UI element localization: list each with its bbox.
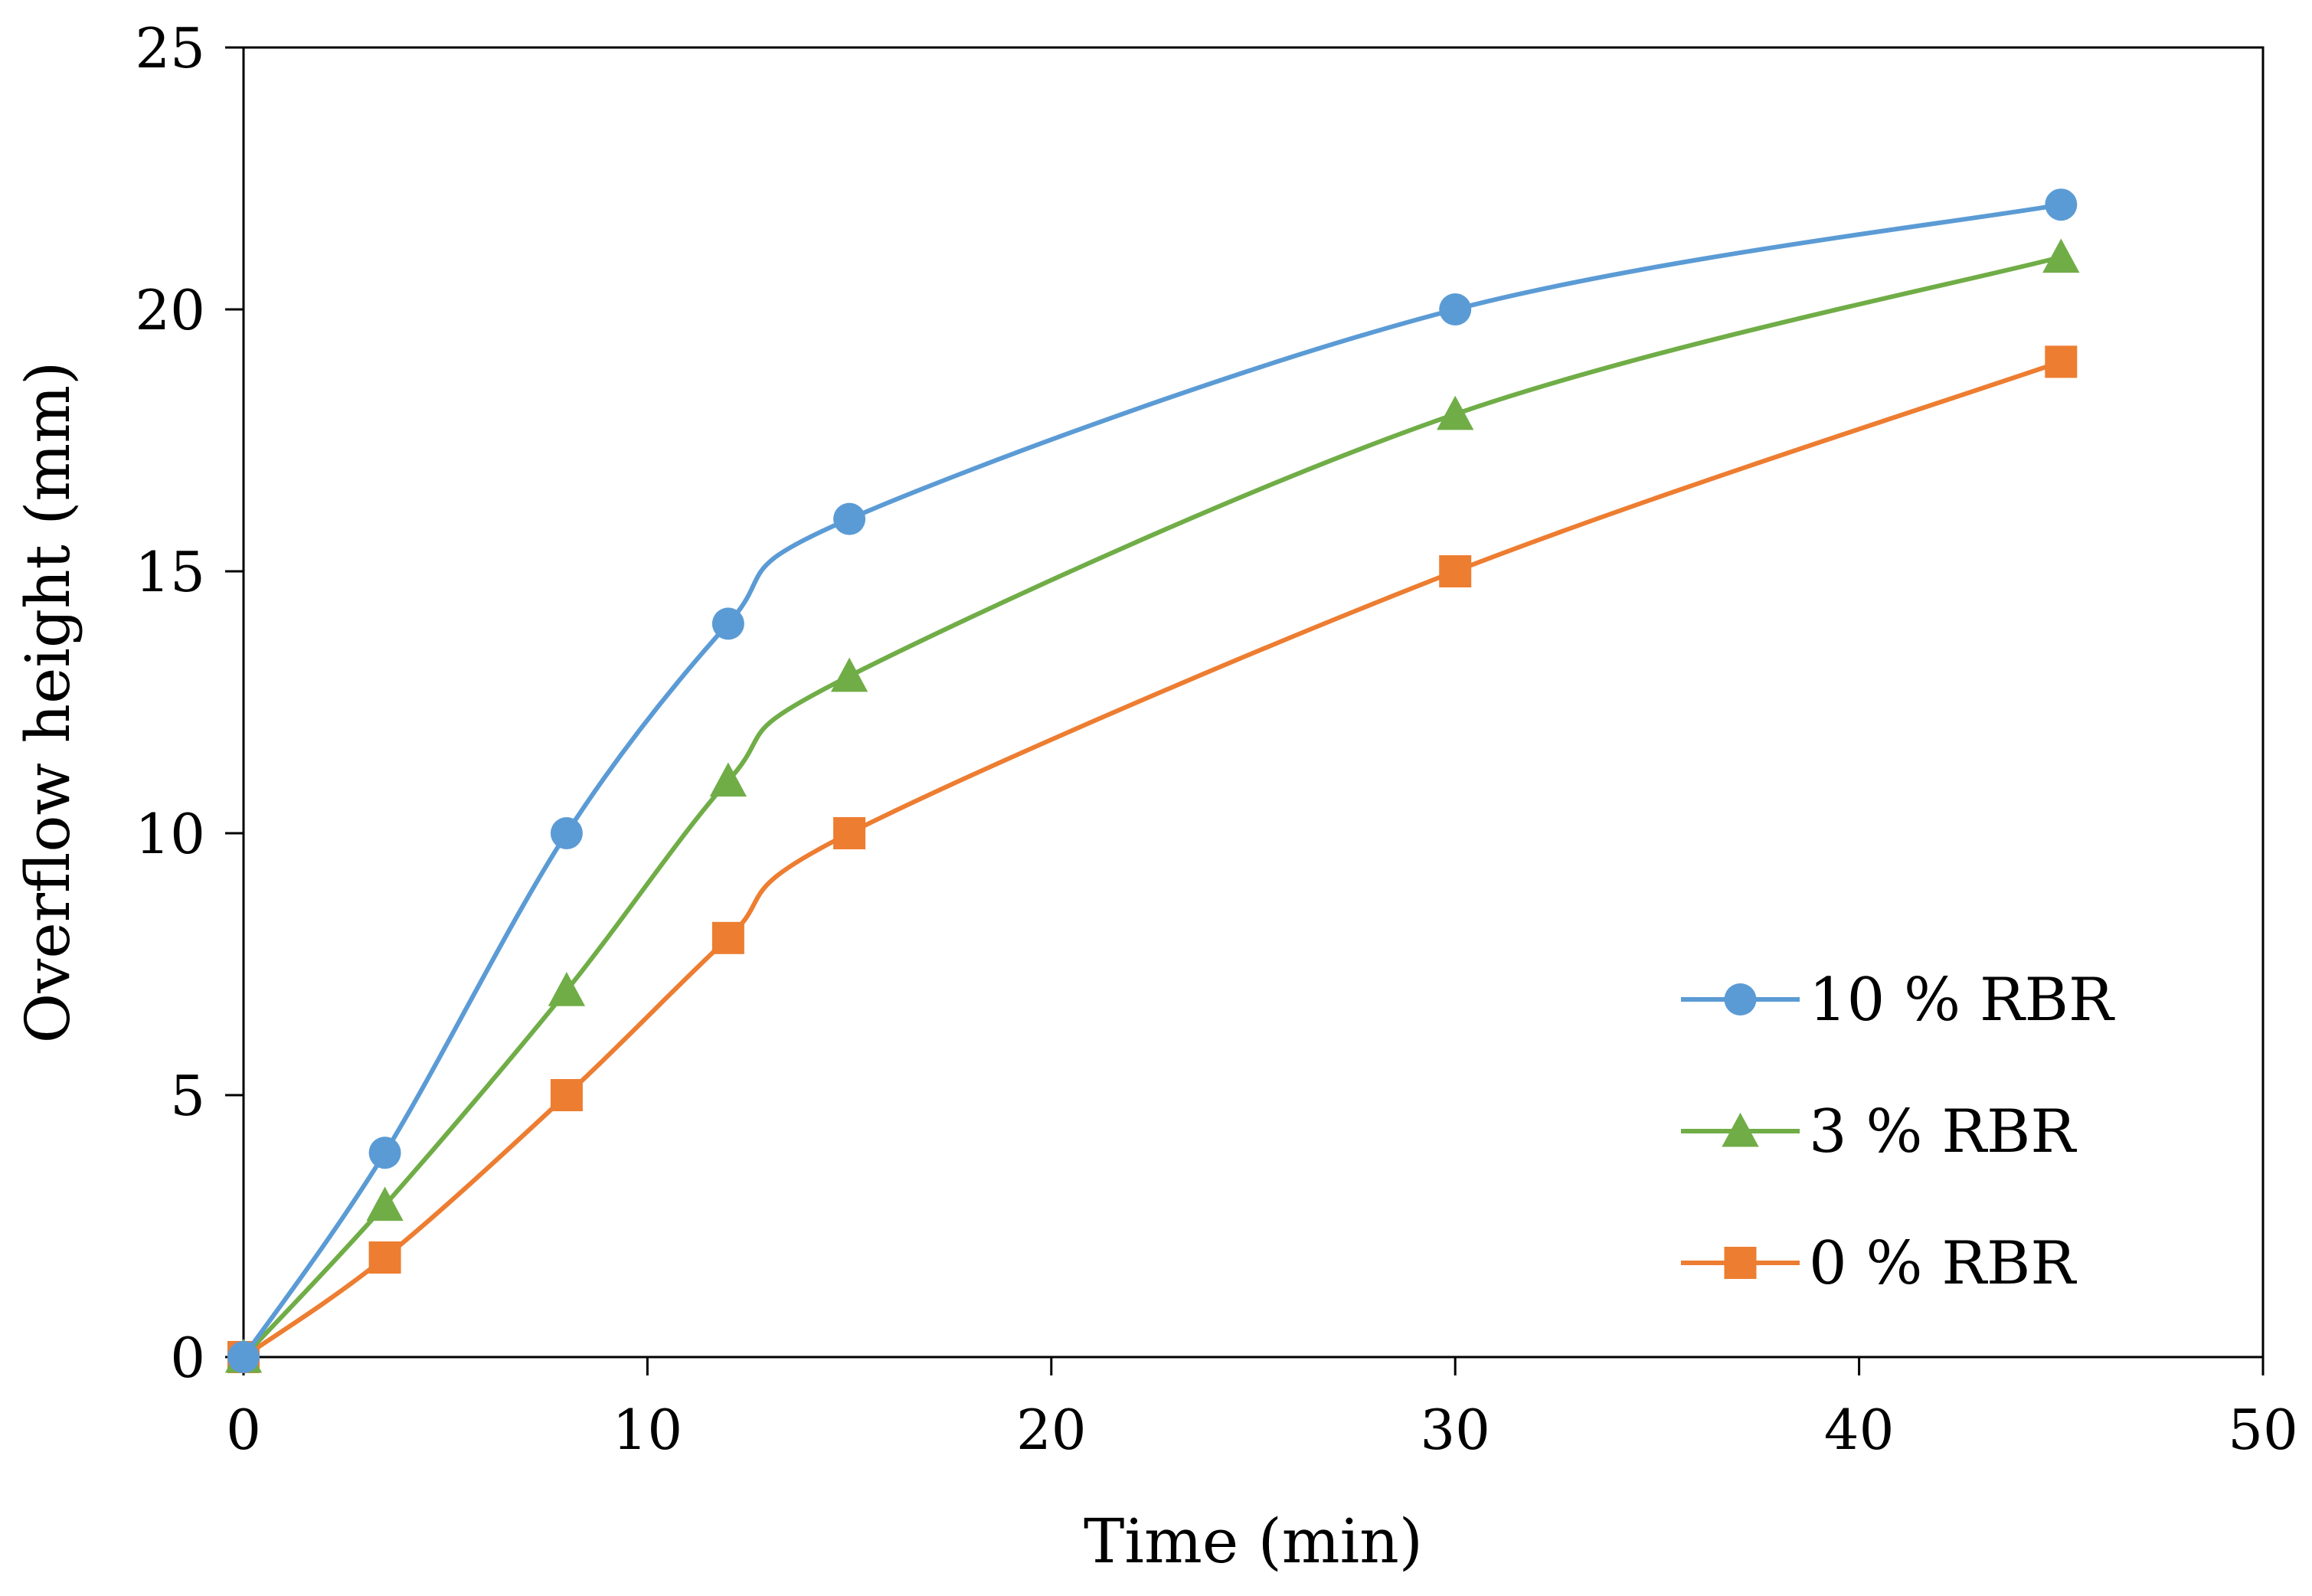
data-point-3-rbr xyxy=(366,1186,404,1222)
x-tick-label: 40 xyxy=(1824,1398,1895,1462)
axes: 0 10 20 30 40 50 0 5 10 15 20 25 xyxy=(135,16,2297,1462)
x-tick-label: 20 xyxy=(1016,1398,1087,1462)
x-tick-label: 50 xyxy=(2228,1398,2298,1462)
y-tick-label: 10 xyxy=(135,802,205,866)
data-point-10-rbr xyxy=(2045,188,2078,221)
series-3-rbr xyxy=(224,238,2080,1373)
series-group xyxy=(224,188,2080,1373)
legend-marker xyxy=(1724,1247,1757,1279)
legend-label: 0 % RBR xyxy=(1809,1229,2077,1298)
data-point-0-rbr xyxy=(368,1241,401,1274)
data-point-3-rbr xyxy=(709,762,747,797)
series-line-10-rbr xyxy=(241,202,2064,1359)
legend-item-0-rbr: 0 % RBR xyxy=(1681,1229,2077,1298)
series-0-rbr xyxy=(227,345,2078,1373)
data-point-10-rbr xyxy=(833,502,866,535)
x-tick-label: 0 xyxy=(226,1398,261,1462)
data-point-3-rbr xyxy=(548,972,586,1006)
y-tick-label: 15 xyxy=(135,540,205,604)
series-line-0-rbr xyxy=(241,359,2064,1359)
legend-label: 10 % RBR xyxy=(1809,966,2115,1035)
data-point-0-rbr xyxy=(2045,345,2078,378)
data-point-3-rbr xyxy=(830,657,868,692)
legend-marker xyxy=(1722,1112,1759,1147)
data-point-0-rbr xyxy=(1439,555,1472,587)
series-line-3-rbr xyxy=(241,254,2064,1359)
data-point-10-rbr xyxy=(1439,293,1472,325)
data-point-10-rbr xyxy=(711,607,744,640)
y-axis-title: Overflow height (mm) xyxy=(12,361,83,1044)
x-axis-title: Time (min) xyxy=(1084,1506,1423,1577)
plot-frame xyxy=(242,46,2265,1359)
data-point-3-rbr xyxy=(2042,238,2080,273)
legend-item-10-rbr: 10 % RBR xyxy=(1681,966,2115,1035)
data-point-0-rbr xyxy=(833,817,866,849)
series-10-rbr xyxy=(227,188,2078,1373)
data-point-0-rbr xyxy=(711,921,744,954)
data-point-10-rbr xyxy=(368,1136,401,1169)
x-tick-label: 10 xyxy=(613,1398,683,1462)
y-tick-label: 20 xyxy=(135,278,205,342)
legend-marker xyxy=(1724,983,1757,1015)
data-point-10-rbr xyxy=(550,817,583,849)
legend-item-3-rbr: 3 % RBR xyxy=(1681,1097,2077,1166)
legend: 10 % RBR 3 % RBR 0 % RBR xyxy=(1681,966,2115,1298)
y-tick-label: 5 xyxy=(170,1064,205,1128)
x-tick-label: 30 xyxy=(1420,1398,1490,1462)
y-tick-label: 0 xyxy=(170,1326,205,1390)
data-point-0-rbr xyxy=(550,1079,583,1111)
data-point-3-rbr xyxy=(1437,395,1474,430)
data-point-10-rbr xyxy=(227,1341,260,1373)
y-tick-label: 25 xyxy=(135,16,205,80)
legend-label: 3 % RBR xyxy=(1809,1097,2077,1166)
